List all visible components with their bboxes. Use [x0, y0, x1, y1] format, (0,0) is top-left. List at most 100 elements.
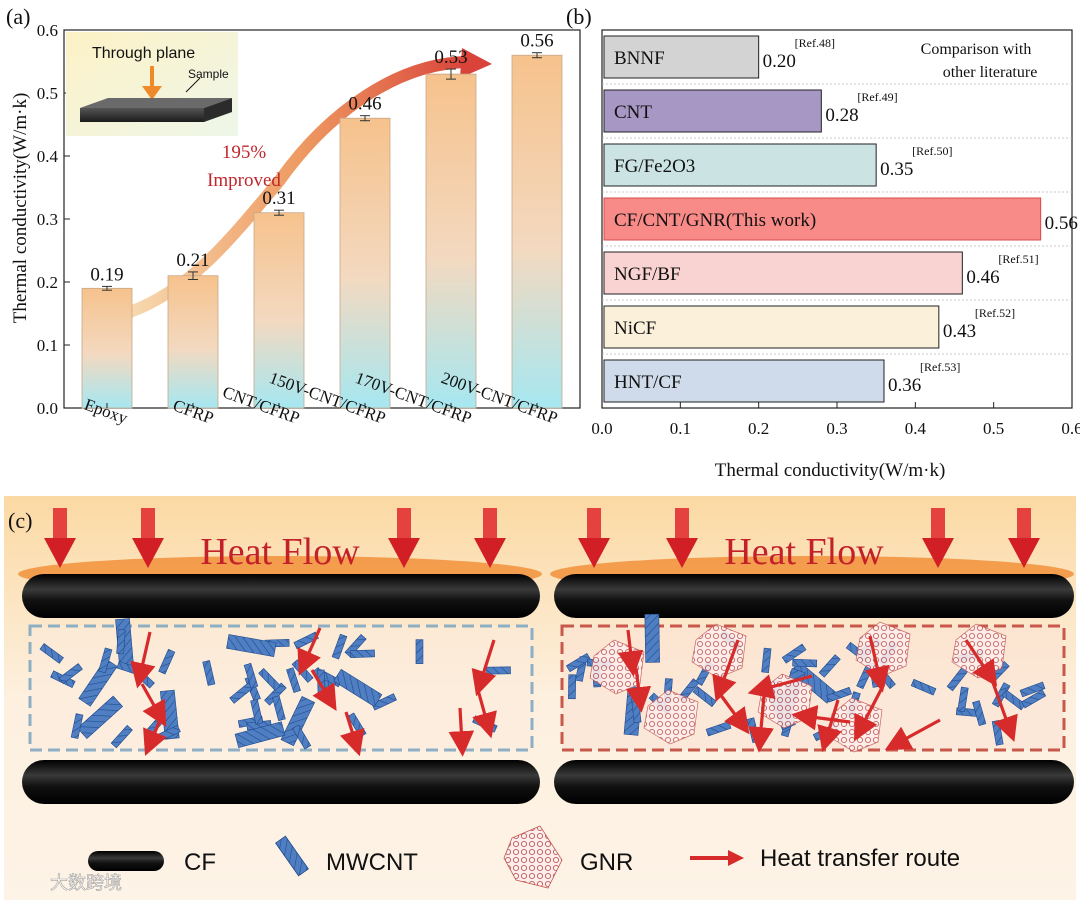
- heat-arrow-head: [1008, 538, 1040, 568]
- mwcnt-particle: [761, 647, 772, 673]
- bar: [603, 143, 877, 187]
- bar-value-label: 0.56: [520, 31, 553, 52]
- bar-value-label: 0.20: [763, 51, 796, 72]
- bar: [339, 117, 391, 409]
- inset-arrow-icon: [142, 66, 162, 100]
- heat-arrow-shaft: [483, 508, 497, 542]
- mwcnt-particle: [272, 695, 286, 722]
- schematic-legend: CF MWCNT GNR Heat transfer route: [88, 825, 960, 889]
- gnr-sheet: [691, 623, 747, 679]
- bar-value-label: 0.46: [966, 267, 999, 288]
- heat-route-arrow: [130, 631, 156, 689]
- legend-gnr-icon: [503, 825, 563, 889]
- mwcnt-particle: [910, 678, 937, 696]
- bar-value-label: 0.35: [880, 159, 913, 180]
- bar-category-label: NiCF: [614, 318, 656, 339]
- right-bottom-carbon-fiber: [554, 760, 1074, 804]
- legend-mwcnt-label: MWCNT: [326, 849, 418, 876]
- heat-route-arrow: [854, 683, 886, 742]
- bar-reference-label: [Ref.49]: [857, 90, 897, 104]
- bar-value-label: 0.53: [434, 47, 467, 68]
- heat-arrow-head: [474, 538, 506, 568]
- legend-gnr-label: GNR: [580, 849, 633, 876]
- heat-route-arrow: [448, 707, 475, 757]
- mwcnt-particle: [258, 667, 281, 691]
- mwcnt-particle: [70, 713, 84, 739]
- mwcnt-particle: [644, 613, 660, 663]
- y-tick-label: 0.0: [37, 399, 58, 418]
- panel-b-note-line-2: other literature: [943, 64, 1038, 81]
- bar-category-label: CF/CNT/GNR(This work): [614, 210, 816, 231]
- right-top-carbon-fiber: [554, 574, 1074, 618]
- heat-arrow-shaft: [587, 508, 601, 542]
- x-tick-label: 0.1: [670, 419, 691, 438]
- heat-route-arrow: [625, 667, 652, 713]
- heat-route-arrow: [718, 693, 750, 735]
- panel-b-letter: (b): [566, 4, 592, 29]
- heat-route-arrow: [791, 704, 851, 731]
- left-heat-flow-title: Heat Flow: [200, 531, 360, 573]
- mwcnt-particle: [98, 647, 113, 674]
- bar: [425, 73, 477, 409]
- x-tick-label: 0.5: [983, 419, 1004, 438]
- legend-mwcnt-icon: [275, 835, 309, 877]
- y-tick-label: 0.3: [37, 210, 58, 229]
- legend-route-arrow-head: [728, 850, 744, 866]
- bar-value-label: 0.28: [825, 105, 858, 126]
- bar: [603, 359, 885, 403]
- bar-reference-label: [Ref.48]: [795, 36, 835, 50]
- heat-route-arrow: [310, 669, 337, 711]
- heat-route-arrow: [748, 695, 774, 753]
- mwcnt-particle: [818, 654, 841, 678]
- panel-c-letter: (c): [8, 508, 32, 533]
- mwcnt-particle: [243, 662, 259, 689]
- mwcnt-particle: [692, 685, 717, 708]
- inset-sample-label: Sample: [188, 67, 229, 81]
- mwcnt-particle: [292, 724, 312, 750]
- heat-arrow-shaft: [1017, 508, 1031, 542]
- mwcnt-particle: [957, 686, 969, 713]
- mwcnt-particle: [234, 721, 286, 749]
- bar-value-label: 0.36: [888, 375, 921, 396]
- left-top-carbon-fiber: [22, 574, 540, 618]
- heat-arrow-head: [388, 538, 420, 568]
- panel-a-y-ticks: 0.0 0.1 0.2 0.3 0.4 0.5 0.6: [37, 21, 70, 418]
- bar: [603, 251, 963, 295]
- gnr-sheet: [643, 689, 699, 745]
- heat-route-arrow: [884, 718, 941, 751]
- mwcnt-particle: [333, 668, 383, 707]
- panel-c-schematic: (c) Heat Flow Heat Flow CF MWCNT GNR Hea…: [4, 496, 1076, 900]
- y-tick-label: 0.1: [37, 336, 58, 355]
- bar-category-label: HNT/CF: [614, 372, 682, 393]
- improvement-arrow-head: [460, 48, 492, 78]
- mwcnt-particle: [280, 696, 316, 747]
- mwcnt-particle: [415, 639, 424, 664]
- legend-cf-icon: [88, 851, 164, 871]
- sample-top-face: [80, 98, 232, 108]
- heat-arrow-head: [666, 538, 698, 568]
- heat-arrow-shaft: [675, 508, 689, 542]
- heat-route-arrow: [990, 679, 1018, 743]
- heat-route-arrow: [140, 683, 167, 728]
- bar-category-label: CNT: [614, 102, 652, 123]
- bar-reference-label: [Ref.51]: [998, 252, 1038, 266]
- bar-category-label: NGF/BF: [614, 264, 681, 285]
- bar-value-label: 0.56: [1045, 213, 1078, 234]
- panel-b-note-line-1: Comparison with: [921, 41, 1032, 58]
- sample-side-face: [204, 98, 232, 122]
- heat-route-arrow: [339, 711, 365, 757]
- legend-cf-label: CF: [184, 849, 216, 876]
- mwcnt-particle: [792, 658, 818, 668]
- panel-a-x-ticks: Epoxy CFRP CNT/CFRP150V-CNT/CFRP170V-CNT/C…: [82, 368, 560, 428]
- mwcnt-particle: [486, 666, 511, 675]
- sample-pointer: [185, 77, 201, 93]
- y-tick-label: 0.4: [37, 147, 59, 166]
- heat-route-arrow: [143, 719, 167, 756]
- bar-reference-label: [Ref.52]: [975, 306, 1015, 320]
- heat-arrow-head: [922, 538, 954, 568]
- mwcnt-particle: [202, 660, 216, 686]
- bar: [81, 287, 133, 409]
- mwcnt-particle: [39, 643, 64, 664]
- bar: [603, 89, 822, 133]
- heat-route-arrow: [297, 627, 322, 676]
